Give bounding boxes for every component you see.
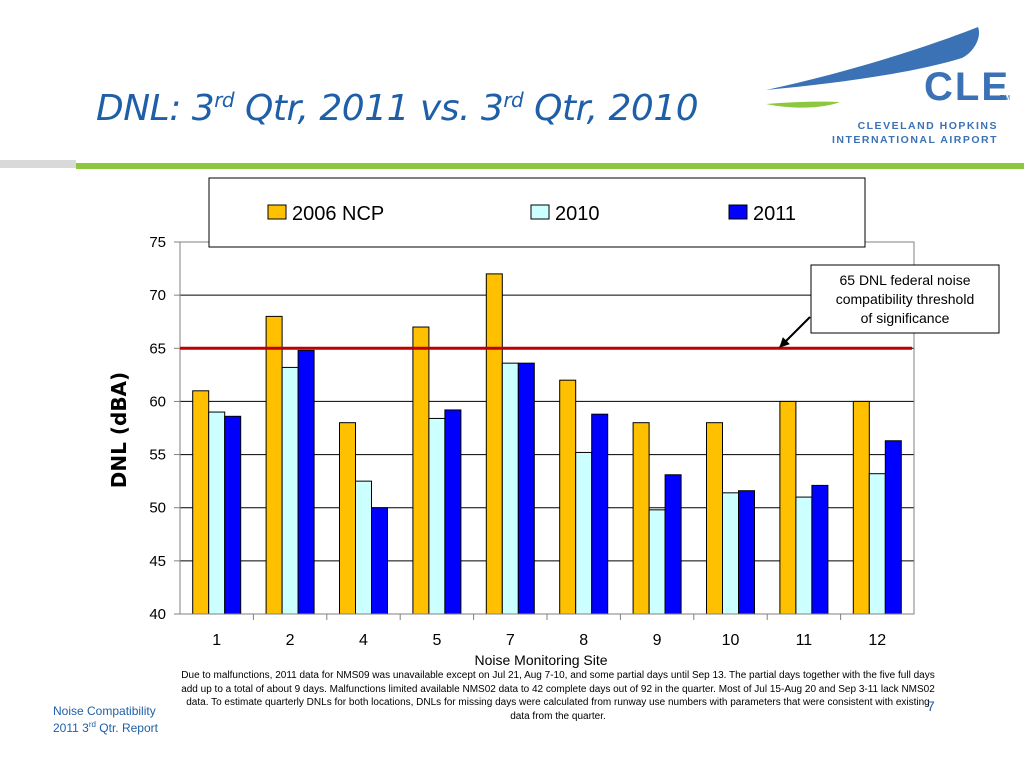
y-tick-label: 65 xyxy=(149,340,166,357)
bar xyxy=(664,474,682,615)
bar xyxy=(591,413,609,615)
y-tick-label: 40 xyxy=(149,606,166,623)
y-tick-label: 60 xyxy=(149,393,166,410)
x-tick-label: 12 xyxy=(868,632,886,649)
bar xyxy=(428,417,446,615)
logo-green-swoosh xyxy=(766,101,840,108)
y-axis-title: DNL (dBA) xyxy=(107,372,131,488)
bar xyxy=(444,409,462,615)
bar xyxy=(339,422,356,615)
bar xyxy=(722,492,739,615)
logo-line1: CLEVELAND HOPKINS xyxy=(858,120,998,132)
bar xyxy=(371,507,388,615)
bar xyxy=(884,440,902,615)
x-tick-label: 5 xyxy=(432,632,441,649)
bar xyxy=(265,315,283,615)
bar xyxy=(517,362,535,615)
page-number: 7 xyxy=(927,698,935,714)
bar xyxy=(706,422,723,615)
bar xyxy=(485,273,503,615)
x-tick-label: 4 xyxy=(359,632,368,649)
y-tick-label: 50 xyxy=(149,500,166,517)
bar xyxy=(575,451,593,615)
x-tick-label: 8 xyxy=(579,632,588,649)
bar xyxy=(559,379,577,615)
bar xyxy=(224,415,242,615)
bar xyxy=(795,496,813,615)
x-axis-title: Noise Monitoring Site xyxy=(474,652,607,668)
footer-report-label: Noise Compatibility 2011 3rd Qtr. Report xyxy=(53,703,158,737)
legend-label: 2006 NCP xyxy=(292,203,384,225)
bar xyxy=(648,509,666,615)
logo-blue-swoosh xyxy=(766,27,980,90)
annotation-line-2: compatibility threshold xyxy=(836,291,975,307)
bar xyxy=(868,473,886,615)
bar xyxy=(208,411,226,615)
legend-label: 2010 xyxy=(555,203,600,225)
footnote: Due to malfunctions, 2011 data for NMS09… xyxy=(181,670,935,722)
legend-swatch xyxy=(267,204,287,220)
annotation-line-3: of significance xyxy=(861,310,950,326)
bar xyxy=(281,366,299,615)
bar xyxy=(738,490,755,615)
logo-tm: TM xyxy=(1000,95,1010,102)
bar xyxy=(852,400,870,615)
cle-logo: CLE TM CLEVELAND HOPKINS INTERNATIONAL A… xyxy=(766,27,1010,146)
legend-swatch xyxy=(728,204,748,220)
bar xyxy=(297,349,315,615)
x-tick-label: 10 xyxy=(722,632,740,649)
bar xyxy=(632,422,650,615)
x-tick-label: 11 xyxy=(796,632,813,649)
annotation-box xyxy=(810,264,1000,334)
bar xyxy=(501,362,519,615)
header-rule-green xyxy=(76,163,1024,169)
y-tick-label: 75 xyxy=(149,234,166,251)
legend-label: 2011 xyxy=(753,203,796,225)
y-tick-label: 55 xyxy=(149,447,166,464)
bar xyxy=(811,484,829,615)
bar xyxy=(779,400,797,615)
x-tick-label: 9 xyxy=(653,632,662,649)
threshold-arrow xyxy=(779,316,811,348)
annotation-line-1: 65 DNL federal noise xyxy=(839,272,970,288)
legend-swatch xyxy=(530,204,550,220)
footer-line-2: 2011 3rd Qtr. Report xyxy=(53,720,158,736)
footer-line-1: Noise Compatibility xyxy=(53,704,156,718)
y-tick-label: 70 xyxy=(149,287,166,304)
bar xyxy=(192,390,210,615)
x-tick-label: 1 xyxy=(212,632,221,649)
slide-title: DNL: 3rd Qtr, 2011 vs. 3rd Qtr, 2010 xyxy=(96,88,699,129)
logo-line2: INTERNATIONAL AIRPORT xyxy=(832,134,998,146)
x-tick-label: 7 xyxy=(506,632,515,649)
header-rule-gray xyxy=(0,160,76,168)
bar xyxy=(412,326,430,615)
bar xyxy=(355,480,372,615)
x-tick-label: 2 xyxy=(286,632,295,649)
y-tick-label: 45 xyxy=(149,553,166,570)
logo-wordmark: CLE xyxy=(924,65,1010,109)
